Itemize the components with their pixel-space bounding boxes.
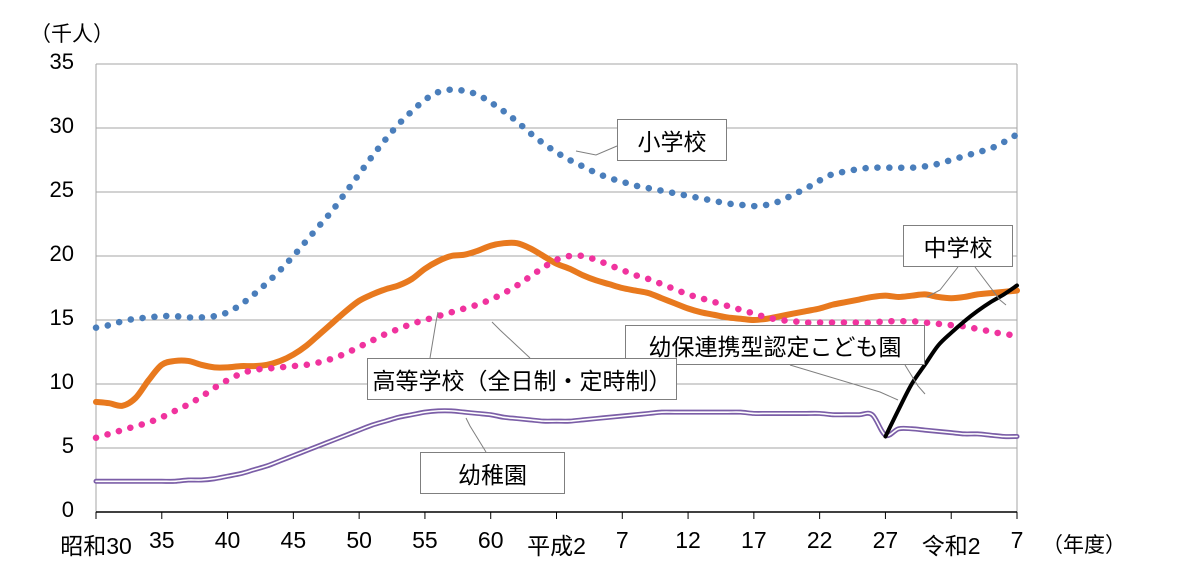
y-tick-label: 5 [61,433,74,458]
callout-elementary-school-label: 小学校 [637,129,707,155]
series-0 [92,86,1021,331]
callout-ninteikodomoen-label: 幼保連携型認定こども園 [648,334,902,360]
y-tick-label: 25 [49,177,74,202]
leader-kindergarten [465,417,487,453]
series-line-4 [883,283,1019,439]
callout-high-school-label: 高等学校（全日制・定時制） [372,368,672,394]
series-line-0 [92,86,1021,331]
callout-high-school: 高等学校（全日制・定時制） [367,358,677,400]
callout-elementary-school: 小学校 [617,119,727,161]
x-tick-label: 45 [280,527,307,553]
y-tick-label: 35 [49,49,74,74]
x-tick-label: 35 [148,527,175,553]
y-tick-label: 15 [49,305,74,330]
x-tick-label: 17 [741,527,767,553]
series-3 [93,408,1020,484]
callout-ninteikodomoen: 幼保連携型認定こども園 [625,325,925,365]
x-tick-label: 22 [806,527,833,553]
callout-junior-high-school: 中学校 [903,225,1013,267]
y-axis-unit-label: （千人） [30,23,114,46]
leader-highschool-2 [491,321,531,359]
x-tick-label: 7 [615,527,629,553]
leader-junior-high-2 [974,266,1007,306]
series-1 [93,239,1020,409]
x-tick-label: 55 [412,527,438,553]
y-tick-label: 0 [61,497,74,522]
callout-kindergarten-label: 幼稚園 [458,462,527,488]
x-axis-unit-label: （年度） [1042,534,1126,557]
x-tick-label: 7 [1010,527,1024,553]
callout-kindergarten: 幼稚園 [420,452,565,494]
x-tick-label: 60 [477,527,504,553]
leader-elementary [575,145,618,156]
series-4 [883,283,1019,439]
series-2 [92,252,1021,442]
x-tick-label: 12 [675,527,701,553]
x-tick-label: 昭和30 [60,533,132,559]
leader-kodomoen [789,364,899,401]
x-tick-label: 令和2 [921,533,981,559]
leader-highschool [429,311,439,359]
leader-junior-high [926,266,959,298]
leader-kodomoen-2 [904,364,926,395]
series-line-inner-3 [95,409,1018,483]
callout-junior-high-school-label: 中学校 [923,235,993,261]
x-tick-label: 平成2 [527,533,586,559]
series-line-2 [92,252,1021,442]
y-tick-label: 20 [49,241,74,266]
series-line-1 [93,239,1020,409]
x-tick-label: 50 [346,527,372,553]
y-tick-label: 10 [49,369,74,394]
x-tick-label: 27 [872,527,899,553]
y-tick-label: 30 [49,113,74,138]
x-tick-label: 40 [214,527,241,553]
